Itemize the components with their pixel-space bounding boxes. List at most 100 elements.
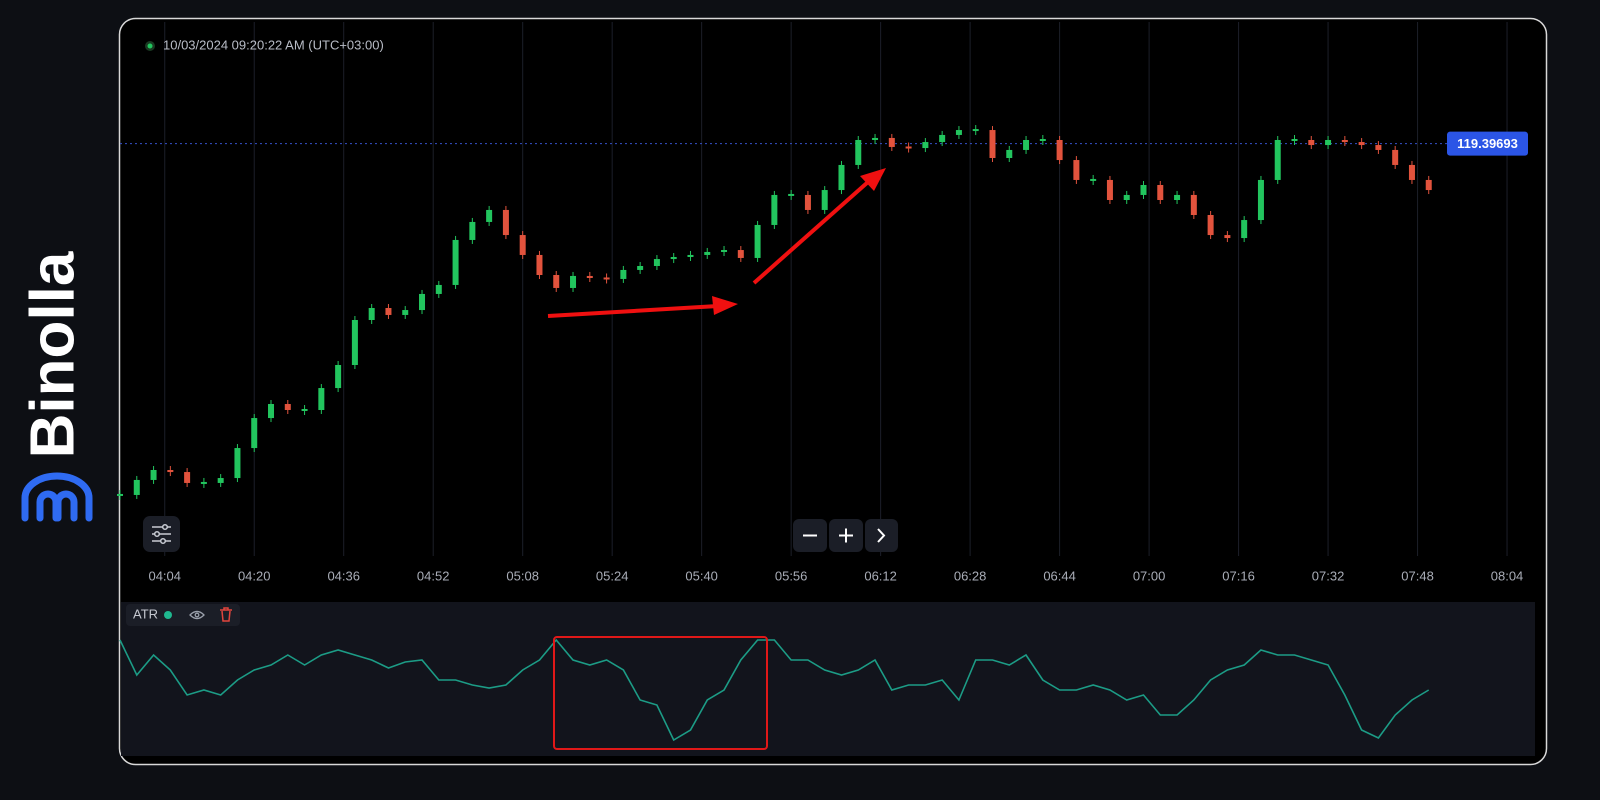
candle <box>385 308 392 315</box>
candle <box>1325 140 1332 146</box>
indicator-badge <box>126 604 240 626</box>
candle <box>1056 140 1063 161</box>
candle <box>653 259 660 266</box>
x-tick-label: 04:52 <box>417 568 450 583</box>
brand-logo <box>21 472 93 522</box>
current-price-label: 119.39693 <box>1457 136 1518 151</box>
candle <box>318 388 325 410</box>
candle <box>133 479 140 495</box>
candle <box>184 472 191 483</box>
candle <box>335 365 342 389</box>
candle <box>1408 164 1415 180</box>
candle <box>939 134 946 143</box>
candle <box>1358 142 1365 146</box>
indicator-dot <box>164 611 172 619</box>
candle <box>1425 179 1432 191</box>
x-tick-label: 06:12 <box>864 568 897 583</box>
candle <box>251 418 258 449</box>
x-tick-label: 05:40 <box>685 568 718 583</box>
candle <box>872 137 879 140</box>
candle <box>167 470 174 473</box>
candle <box>1341 140 1348 143</box>
candle <box>620 269 627 279</box>
status-dot <box>147 43 153 49</box>
candle <box>1224 235 1231 239</box>
candle <box>1174 194 1181 200</box>
candle <box>737 250 744 258</box>
candle <box>1090 178 1097 181</box>
candle <box>1123 194 1130 200</box>
scroll-right-button[interactable] <box>865 519 898 552</box>
candle <box>1106 179 1113 200</box>
x-tick-label: 06:44 <box>1043 568 1076 583</box>
candle <box>1308 140 1315 146</box>
settings-button[interactable] <box>143 516 180 552</box>
candle <box>1006 149 1013 158</box>
candle <box>721 250 728 252</box>
candle <box>502 209 509 236</box>
zoom-out-button[interactable] <box>793 519 827 552</box>
candle <box>368 308 375 320</box>
candle <box>972 129 979 132</box>
candle <box>570 275 577 288</box>
candle <box>351 320 358 365</box>
x-tick-label: 07:32 <box>1312 568 1345 583</box>
trend-arrows <box>547 168 886 318</box>
atr-line <box>119 638 1430 742</box>
grid: 04:04 04:20 04:36 04:52 05:08 05:24 05:40 05:56… <box>120 22 1523 583</box>
candle <box>670 257 677 260</box>
candle <box>687 254 694 257</box>
current-price-badge <box>1447 131 1528 156</box>
candle <box>301 409 308 411</box>
candle <box>1207 215 1214 236</box>
candle <box>637 266 644 270</box>
candle <box>150 470 157 480</box>
candle <box>268 404 275 419</box>
x-tick-label: 08:04 <box>1491 568 1524 583</box>
candle <box>1291 139 1298 141</box>
candle <box>989 130 996 158</box>
candle <box>1039 139 1046 141</box>
candle <box>603 277 610 280</box>
visibility-button[interactable] <box>189 610 205 620</box>
candle <box>704 251 711 255</box>
candle <box>536 254 543 275</box>
candle <box>922 142 929 149</box>
candle <box>402 310 409 315</box>
candle <box>754 224 761 258</box>
x-tick-label: 05:08 <box>506 568 539 583</box>
candle <box>200 481 207 484</box>
x-tick-label: 04:20 <box>238 568 271 583</box>
candle <box>519 235 526 255</box>
candle <box>888 137 895 147</box>
candle <box>955 130 962 135</box>
candle <box>1274 140 1281 180</box>
candle <box>788 193 795 196</box>
indicator-name: ATR <box>133 606 158 621</box>
brand-name: Binolla <box>18 251 87 458</box>
x-tick-label: 06:28 <box>954 568 987 583</box>
candle <box>234 448 241 479</box>
candle <box>1392 149 1399 165</box>
x-tick-label: 07:16 <box>1222 568 1255 583</box>
candle <box>771 194 778 225</box>
delete-button[interactable] <box>220 607 232 622</box>
chart-frame <box>118 17 1548 766</box>
candle <box>905 146 912 149</box>
candle <box>1190 194 1197 215</box>
candle <box>804 194 811 210</box>
candle <box>1073 160 1080 180</box>
candle <box>435 284 442 294</box>
candle <box>452 239 459 285</box>
marks: 119.39693 <box>117 125 1528 742</box>
candle <box>1375 145 1382 150</box>
candle <box>1257 179 1264 221</box>
candle <box>1157 185 1164 200</box>
candle <box>855 140 862 165</box>
x-tick-label: 07:48 <box>1401 568 1434 583</box>
x-tick-label: 04:36 <box>327 568 360 583</box>
candle <box>486 209 493 222</box>
x-tick-label: 05:56 <box>775 568 808 583</box>
zoom-in-button[interactable] <box>829 519 863 552</box>
